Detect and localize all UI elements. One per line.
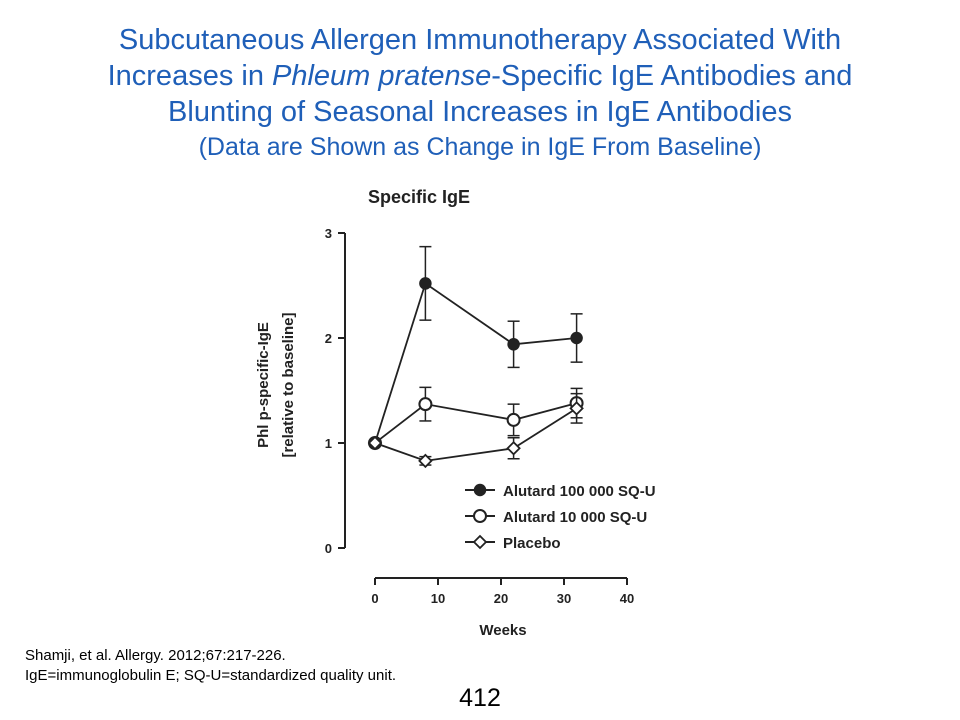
- legend-marker: [473, 509, 487, 523]
- y-tick-label: 2: [325, 331, 332, 346]
- x-axis-label: Weeks: [479, 622, 526, 639]
- legend-marker: [473, 483, 487, 497]
- title-species: Phleum pratense: [272, 60, 492, 92]
- chart-legend: Alutard 100 000 SQ-U Alutard 10 000 SQ-U P…: [465, 483, 656, 552]
- series-line: [374, 281, 577, 444]
- series-0: [368, 245, 583, 450]
- footnote: Shamji, et al. Allergy. 2012;67:217-226.…: [25, 646, 396, 686]
- abbreviations: IgE=immunoglobulin E; SQ-U=standardized …: [25, 667, 397, 684]
- chart-title: Specific IgE: [368, 187, 470, 207]
- y-tick-label: 3: [325, 226, 332, 241]
- legend-label: Placebo: [503, 535, 561, 552]
- x-tick-label: 10: [431, 591, 445, 606]
- y-tick-label: 1: [325, 436, 332, 451]
- x-tick-label: 40: [620, 591, 634, 606]
- data-point: [419, 277, 432, 290]
- page-number: 412: [459, 684, 501, 712]
- title-line-1: Subcutaneous Allergen Immunotherapy Asso…: [118, 24, 842, 56]
- series-2: [367, 392, 584, 469]
- legend-label: Alutard 10 000 SQ-U: [503, 509, 647, 526]
- title-line-2: Increases in Phleum pratense-Specific Ig…: [0, 58, 960, 94]
- data-point: [418, 397, 433, 412]
- legend-label: Alutard 100 000 SQ-U: [503, 483, 656, 500]
- title-line-2-post: -Specific IgE Antibodies and: [491, 60, 853, 92]
- data-point: [418, 453, 433, 469]
- y-tick-label: 0: [325, 541, 332, 556]
- y-axis-label-line1: Phl p-specific-IgE: [255, 322, 272, 448]
- series-line: [374, 407, 578, 462]
- x-tick-label: 20: [494, 591, 508, 606]
- data-point: [569, 401, 584, 416]
- series-1: [368, 386, 584, 450]
- legend-item: Alutard 100 000 SQ-U: [465, 483, 656, 500]
- legend-marker: [472, 534, 488, 550]
- data-point: [506, 440, 521, 456]
- title-line-2-pre: Increases in: [107, 60, 273, 92]
- data-point: [506, 412, 521, 427]
- y-axis-label-line2: [relative to baseline]: [280, 312, 297, 457]
- chart-marks: [367, 245, 584, 469]
- data-point: [570, 331, 583, 345]
- series-line: [374, 402, 577, 444]
- legend-item: Placebo: [465, 534, 561, 552]
- data-point: [367, 435, 383, 451]
- x-tick-label: 30: [557, 591, 571, 606]
- slide-title: Subcutaneous Allergen Immunotherapy Asso…: [0, 22, 960, 164]
- title-subtitle: (Data are Shown as Change in IgE From Ba…: [198, 133, 762, 161]
- title-line-3: Blunting of Seasonal Increases in IgE An…: [168, 96, 792, 128]
- legend-item: Alutard 10 000 SQ-U: [465, 509, 647, 526]
- x-tick-label: 0: [371, 591, 378, 606]
- citation: Shamji, et al. Allergy. 2012;67:217-226.: [25, 647, 286, 664]
- data-point: [507, 338, 520, 351]
